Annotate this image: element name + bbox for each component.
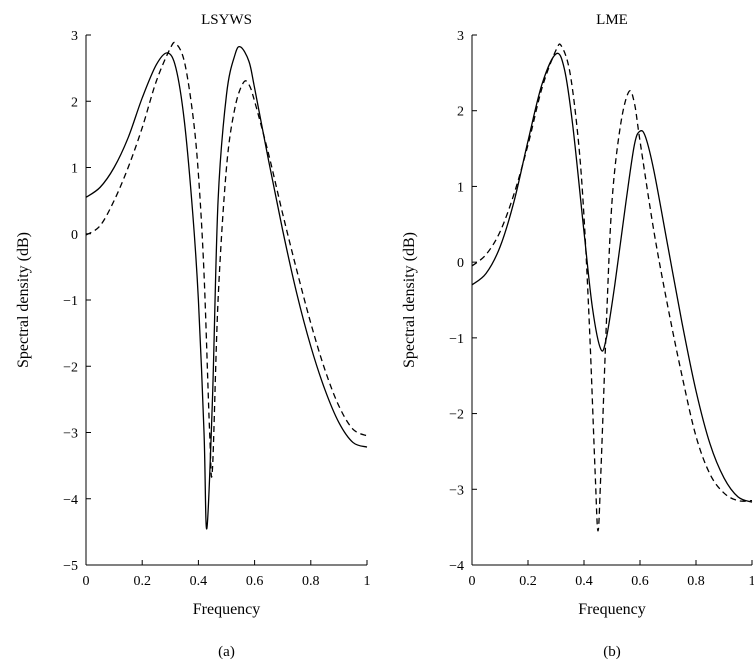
x-tick-label: 1 [364,574,371,589]
y-tick-label: 1 [71,162,78,177]
x-tick-label: 1 [749,574,754,589]
series-line-dashed [471,43,753,532]
panel-caption: (a) [218,644,235,660]
x-tick-label: 0.2 [519,574,537,589]
chart-title: LME [596,12,628,28]
x-axis-label: Frequency [578,601,646,618]
y-axis-label: Spectral density (dB) [15,232,32,368]
series-line-solid [85,45,368,530]
x-tick-label: 0 [83,574,90,589]
y-tick-label: −2 [63,360,78,375]
y-tick-label: −2 [449,408,464,423]
y-tick-label: 2 [457,105,464,120]
y-tick-label: 0 [71,228,78,243]
y-tick-label: −4 [449,559,464,574]
x-tick-label: 0.4 [190,574,208,589]
y-tick-label: −5 [63,559,78,574]
y-tick-label: 0 [457,256,464,271]
chart-panel-1: 0 0.2 0.4 0.6 0.8 1 3 2 1 0 −1 −2 −3 −4 −5 LSYWS Frequen… [15,12,371,660]
x-axis-label: Frequency [193,601,261,618]
y-tick-label: 1 [457,180,464,195]
x-tick-label: 0.2 [133,574,151,589]
x-tick-label: 0.6 [631,574,649,589]
series-line-dashed [85,41,368,478]
x-tick-label: 0.6 [246,574,264,589]
y-tick-label: 3 [71,29,78,44]
chart-panel-2: 0 0.2 0.4 0.6 0.8 1 3 2 1 0 −1 −2 −3 −4 LME Frequency Sp… [401,12,754,660]
x-tick-label: 0.8 [687,574,705,589]
y-tick-label: 2 [71,95,78,110]
chart-title: LSYWS [201,12,252,28]
series-line-solid [471,52,753,503]
x-tick-label: 0.4 [575,574,593,589]
y-tick-label: −1 [63,294,78,309]
y-tick-label: −3 [63,427,78,442]
x-tick-label: 0.8 [302,574,320,589]
y-tick-label: −3 [449,483,464,498]
y-axis-label: Spectral density (dB) [401,232,418,368]
y-tick-label: −4 [63,493,78,508]
panel-caption: (b) [603,644,621,660]
y-tick-label: −1 [449,332,464,347]
y-tick-label: 3 [457,29,464,44]
x-tick-label: 0 [469,574,476,589]
